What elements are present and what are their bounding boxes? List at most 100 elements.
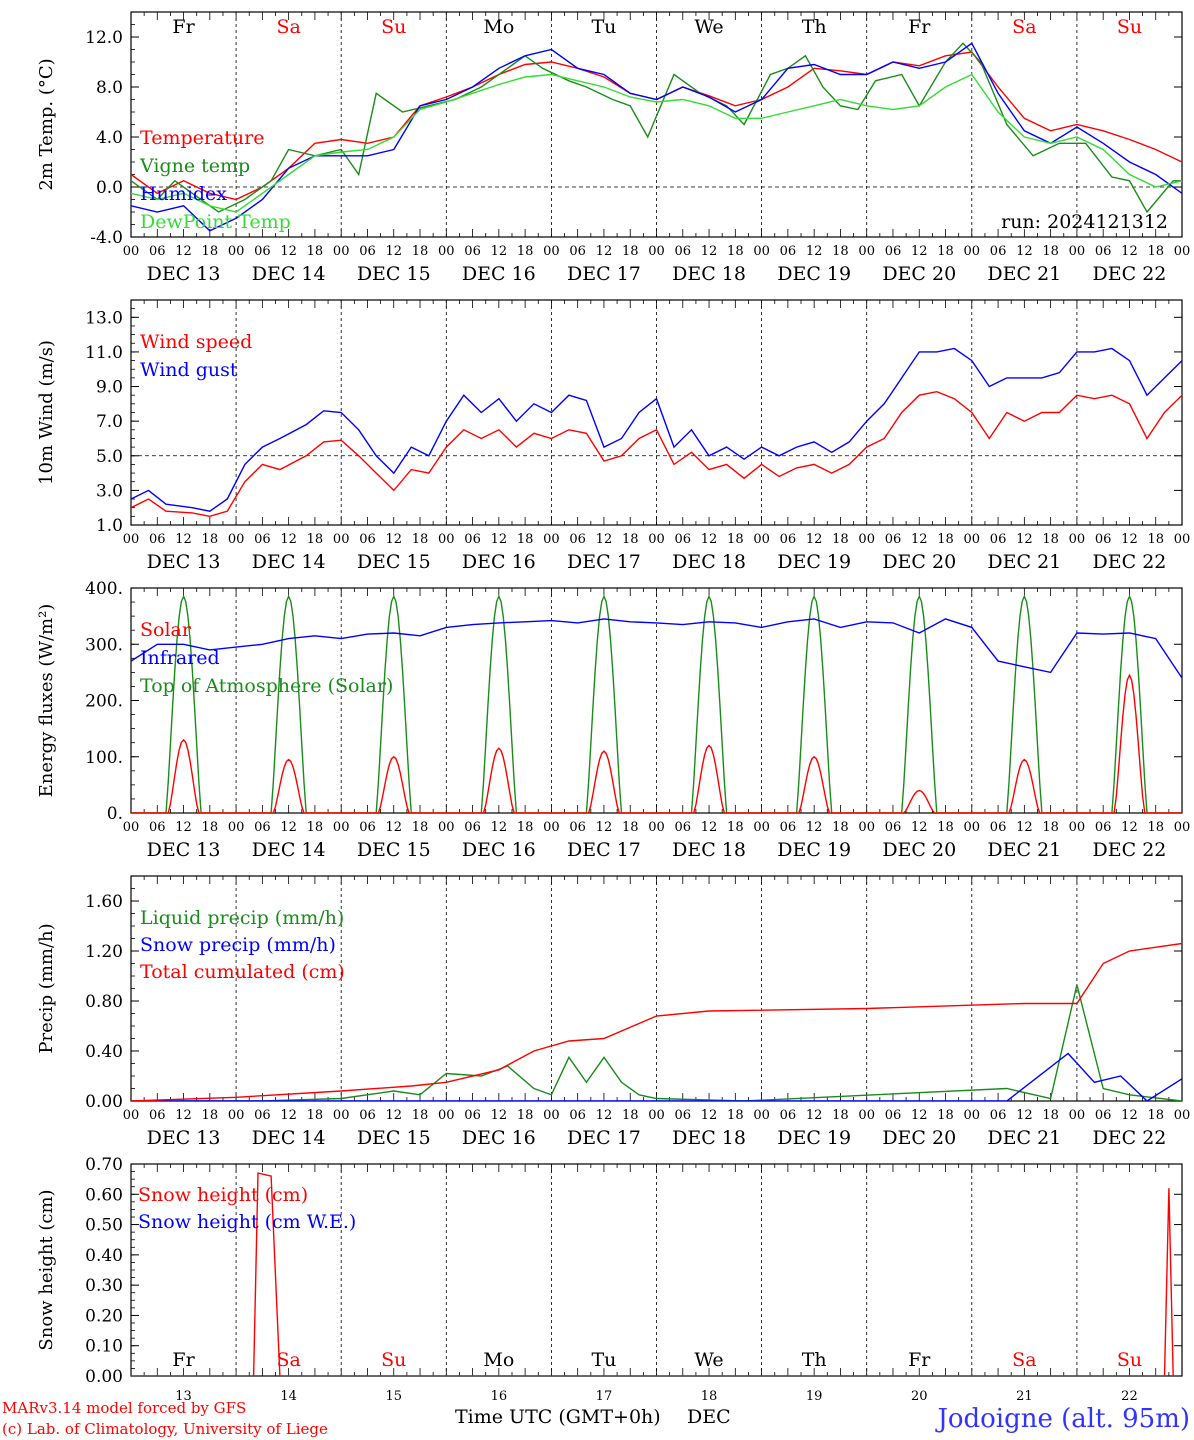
dow-label: Mo [483,1349,514,1371]
solar-line [551,750,657,813]
hour-label: 00 [228,532,245,547]
hour-label: 00 [123,820,140,835]
date-label: DEC 13 [147,263,221,285]
hour-label: 00 [333,820,350,835]
hour-label: 18 [832,244,849,259]
hour-label: 12 [701,820,718,835]
hour-label: 12 [911,820,928,835]
date-label: DEC 22 [1093,1127,1167,1149]
hour-label: 12 [280,820,297,835]
hour-label: 06 [780,532,797,547]
hour-label: 18 [517,1108,534,1123]
hour-label: 00 [1069,820,1086,835]
hour-label: 12 [701,244,718,259]
date-label: DEC 13 [147,1127,221,1149]
dow-label: Th [802,16,827,38]
dow-label: We [694,16,723,38]
y-axis-label: Precip (mm/h) [36,923,57,1053]
day-number-label: 14 [280,1389,297,1404]
hour-label: 12 [1121,244,1138,259]
hour-label: 12 [596,532,613,547]
date-label: DEC 19 [777,1127,851,1149]
hour-label: 00 [964,244,981,259]
hour-label: 00 [753,244,770,259]
vigne-temp-line [131,42,1182,214]
hour-label: 00 [543,1108,560,1123]
hour-label: 12 [701,532,718,547]
hour-label: 00 [333,532,350,547]
hour-label: 12 [701,1108,718,1123]
hour-label: 06 [1095,820,1112,835]
hour-label: 00 [438,244,455,259]
date-label: DEC 13 [147,551,221,573]
hour-label: 06 [1095,244,1112,259]
hour-label: 18 [202,820,219,835]
date-label: DEC 21 [987,1127,1061,1149]
hour-label: 18 [307,244,324,259]
solar-line [1076,673,1182,813]
snow-precip-mm-h--line [131,1052,1182,1101]
hour-label: 12 [806,1108,823,1123]
dow-label: Sa [1012,1349,1036,1371]
date-label: DEC 20 [882,551,956,573]
y-tick-label: 7.0 [96,412,123,432]
xaxis-month: DEC [687,1406,731,1428]
hour-label: 18 [1147,820,1164,835]
panel-wind: 1.0 3.0 5.0 7.0 9.0 11.0 13.0 10m Wind (m/s) 00 0… [36,299,1190,573]
legend-solar: Solar [140,619,192,641]
toa-solar-line [971,594,1077,813]
date-label: DEC 16 [462,263,536,285]
wind-speed-line [131,390,1182,518]
day-number-label: 19 [806,1389,823,1404]
hour-label: 00 [228,820,245,835]
toa-solar-line [446,594,552,813]
legend-vigne-temp: Vigne temp [139,155,250,177]
hour-label: 18 [412,532,429,547]
hour-label: 00 [333,244,350,259]
legend-top-of-atmosphere-solar-: Top of Atmosphere (Solar) [140,675,393,697]
hour-label: 12 [491,820,508,835]
dow-label: Su [1117,1349,1142,1371]
hour-label: 06 [885,532,902,547]
hour-label: 18 [412,820,429,835]
y-tick-label: 300. [85,635,123,655]
hour-label: 06 [569,244,586,259]
hour-label: 12 [596,820,613,835]
hour-label: 00 [648,1108,665,1123]
solar-line [761,755,867,813]
hour-label: 12 [1016,820,1033,835]
toa-solar-line [866,594,972,813]
hour-label: 18 [727,244,744,259]
hour-label: 18 [622,820,639,835]
hour-label: 00 [228,244,245,259]
hour-label: 18 [412,1108,429,1123]
y-tick-label: 0.80 [85,992,123,1012]
solar-line [971,758,1077,813]
hour-label: 18 [517,244,534,259]
hour-label: 12 [175,1108,192,1123]
hour-label: 00 [438,820,455,835]
legend-snow-precip-mm-h-: Snow precip (mm/h) [140,934,336,956]
hour-label: 18 [937,244,954,259]
model-line1: MARv3.14 model forced by GFS [2,1399,246,1417]
date-label: DEC 17 [567,551,641,573]
hour-label: 18 [517,532,534,547]
date-label: DEC 19 [777,839,851,861]
hour-label: 12 [491,532,508,547]
hour-label: 06 [780,820,797,835]
panel-snow: 0.00 0.10 0.20 0.30 0.40 0.50 0.60 0.70 Snow hei… [36,1155,1183,1404]
solar-line [236,758,342,813]
y-tick-label: 4.0 [96,128,123,148]
hour-label: 18 [727,820,744,835]
hour-label: 12 [491,1108,508,1123]
hour-label: 18 [832,532,849,547]
dow-label: Mo [483,16,514,38]
hour-label: 12 [911,532,928,547]
infrared-line [131,618,1182,680]
hour-label: 18 [937,820,954,835]
date-label: DEC 13 [147,839,221,861]
y-tick-label: 0.40 [85,1246,123,1266]
date-label: DEC 15 [357,263,431,285]
series-group [131,347,1182,518]
